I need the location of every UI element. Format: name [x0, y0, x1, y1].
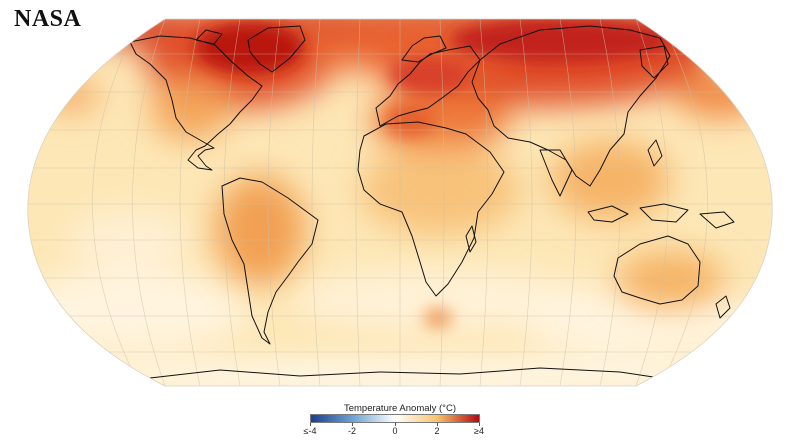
legend-title: Temperature Anomaly (°C)	[343, 403, 457, 414]
coastlines	[129, 25, 735, 379]
legend-label-zero: 0	[392, 426, 398, 436]
legend-label-pos2: 2	[434, 426, 440, 436]
graticule	[27, 19, 773, 386]
legend-tick-mark	[479, 423, 480, 426]
nasa-logo: NASA	[14, 6, 82, 32]
legend-tick-mark	[352, 423, 353, 426]
legend-tick-mark	[395, 423, 396, 426]
legend-label-neg2: -2	[347, 426, 356, 436]
color-legend: Temperature Anomaly (°C) ≤-4 -2 0 2 ≥4	[300, 398, 500, 444]
legend-label-max: ≥4	[474, 426, 484, 436]
legend-tick-mark	[310, 423, 311, 426]
legend-color-bar	[310, 414, 480, 423]
globe-outline	[27, 18, 773, 387]
legend-label-min: ≤-4	[303, 426, 317, 436]
legend-tick-mark	[437, 423, 438, 426]
